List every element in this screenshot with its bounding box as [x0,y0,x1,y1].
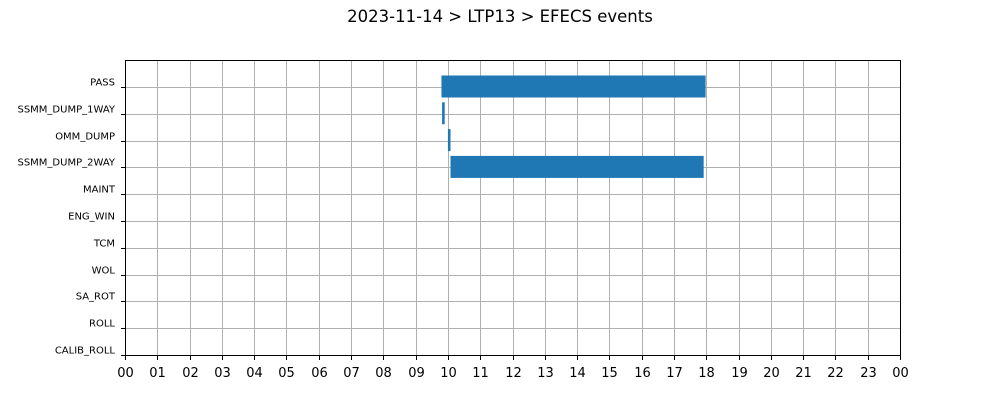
x-tick-label: 17 [666,366,683,381]
x-tick-label: 19 [731,366,748,381]
x-tick-label: 07 [343,366,360,381]
category-label-pass: PASS [90,78,115,89]
event-bar-ssmm-dump-1way [442,102,445,125]
x-tick-label: 16 [634,366,651,381]
event-bars [441,75,706,178]
x-tick-label: 08 [375,366,392,381]
category-label-tcm: TCM [93,239,115,250]
x-tick-label: 11 [472,366,489,381]
grid [125,60,900,355]
event-bar-ssmm-dump-2way [450,155,704,178]
x-tick-label: 09 [408,366,425,381]
x-axis-labels: 00 01 02 03 04 05 06 07 08 09 10 11 12 13 14 15 16 17 18 19… [117,366,909,381]
event-bar-omm-dump [447,129,451,152]
x-tick-label: 00 [117,366,134,381]
x-tick-label: 03 [214,366,231,381]
x-tick-label: 21 [795,366,812,381]
y-axis-labels: PASS SSMM_DUMP_1WAY OMM_DUMP SSMM_DUMP_2WAY… [17,78,115,357]
event-bar-pass [441,75,706,98]
x-tick-label: 18 [698,366,715,381]
category-label-calib-roll: CALIB_ROLL [55,346,116,357]
x-tick-label: 00 [892,366,909,381]
x-tick-label: 13 [537,366,554,381]
category-label-roll: ROLL [89,319,115,330]
category-label-omm-dump: OMM_DUMP [55,132,115,143]
x-tick-label: 23 [860,366,877,381]
category-label-sa-rot: SA_ROT [76,292,116,303]
x-tick-label: 14 [569,366,586,381]
x-tick-label: 05 [278,366,295,381]
x-tick-label: 10 [440,366,457,381]
x-tick-label: 02 [182,366,199,381]
category-label-ssmm-dump-2way: SSMM_DUMP_2WAY [17,158,115,169]
category-label-eng-win: ENG_WIN [68,212,115,223]
x-tick-label: 20 [763,366,780,381]
category-label-wol: WOL [92,266,116,277]
category-label-maint: MAINT [83,185,116,196]
x-tick-label: 12 [505,366,522,381]
axis-ticks [121,87,901,360]
x-tick-label: 04 [246,366,263,381]
x-tick-label: 01 [149,366,166,381]
x-tick-label: 15 [601,366,618,381]
category-label-ssmm-dump-1way: SSMM_DUMP_1WAY [17,105,115,116]
x-tick-label: 06 [311,366,328,381]
x-tick-label: 22 [827,366,844,381]
chart-title: 2023-11-14 > LTP13 > EFECS events [347,7,653,26]
